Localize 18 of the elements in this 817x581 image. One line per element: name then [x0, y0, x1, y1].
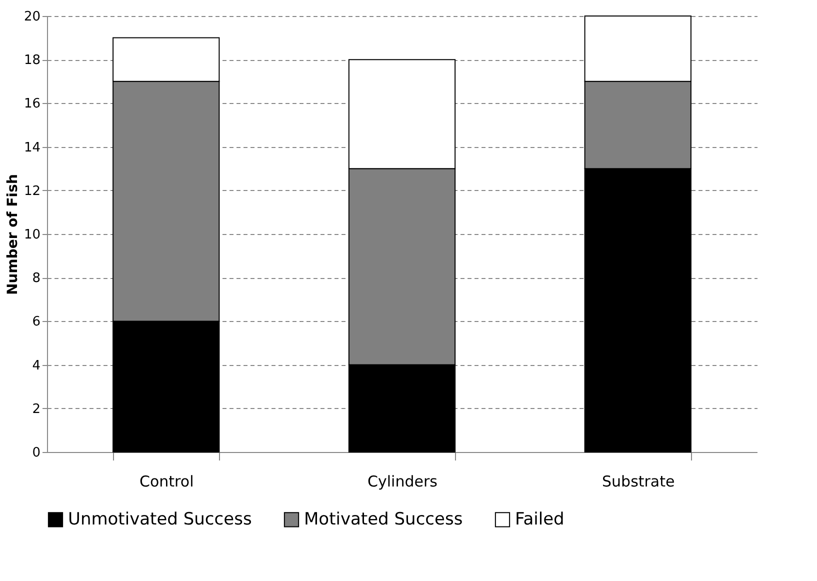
y-tick-label: 12 — [24, 184, 40, 199]
y-tick-label: 2 — [32, 402, 40, 417]
y-tick-label: 0 — [32, 446, 40, 460]
y-tick-label: 10 — [24, 228, 40, 242]
y-tick-label: 6 — [32, 314, 40, 330]
x-tick-label: Control — [140, 472, 194, 490]
legend-label: Failed — [515, 510, 564, 530]
legend-label: Motivated Success — [304, 510, 463, 530]
y-tick-label: 20 — [24, 10, 40, 24]
y-axis-title: Number of Fish — [4, 174, 21, 295]
y-tick-label: 16 — [24, 96, 40, 112]
x-tick-label: Substrate — [602, 472, 675, 490]
legend-label: Unmotivated Success — [68, 510, 252, 530]
y-tick-label: 8 — [32, 271, 40, 286]
y-tick-label: 4 — [32, 358, 40, 374]
x-tick-label: Cylinders — [368, 472, 438, 490]
y-tick-label: 14 — [24, 140, 40, 156]
y-tick-label: 18 — [24, 53, 40, 68]
